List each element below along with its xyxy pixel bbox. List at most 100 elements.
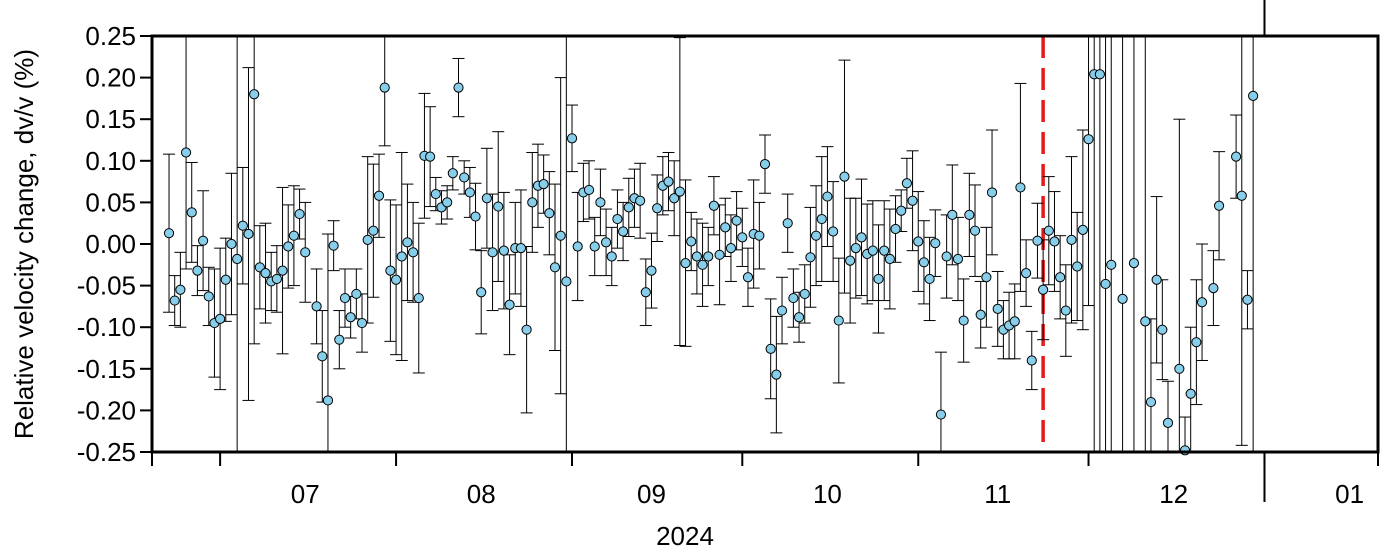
y-tick-label: 0.25 [85, 21, 136, 51]
data-point [442, 197, 453, 208]
data-point [782, 218, 793, 229]
data-point [1157, 324, 1168, 335]
data-point [544, 208, 555, 219]
data-point [1191, 337, 1202, 348]
data-point [203, 291, 214, 302]
data-point [311, 301, 322, 312]
data-point [669, 193, 680, 204]
data-point [243, 228, 254, 240]
data-point [390, 274, 402, 285]
data-point [1043, 225, 1054, 236]
data-point [839, 171, 850, 182]
data-point [300, 247, 311, 258]
data-point [1060, 305, 1071, 316]
data-point [1083, 134, 1094, 145]
y-tick-label: -0.05 [77, 271, 136, 301]
data-point [822, 191, 833, 202]
data-point [481, 193, 492, 204]
errorbar [321, 233, 334, 452]
data-point [714, 249, 725, 260]
data-point [742, 272, 754, 283]
data-point [941, 251, 952, 262]
data-point [1162, 417, 1174, 428]
data-point [476, 287, 487, 298]
data-point [652, 203, 663, 214]
data-point [1117, 293, 1128, 305]
data-point [907, 195, 918, 206]
data-point [453, 82, 464, 93]
data-point [810, 230, 822, 241]
data-point [1208, 282, 1219, 294]
data-point [504, 299, 515, 310]
data-point [1151, 274, 1162, 285]
data-point [294, 208, 305, 220]
data-point [385, 265, 396, 276]
data-point [720, 222, 731, 233]
data-point [873, 273, 884, 285]
data-point [691, 251, 702, 262]
errorbar [1144, 318, 1157, 452]
data-point [277, 265, 288, 276]
data-point [697, 259, 708, 270]
data-point [986, 187, 998, 198]
data-point [1066, 234, 1077, 245]
data-point [271, 273, 282, 285]
data-point [339, 292, 351, 304]
data-point [640, 287, 651, 298]
y-tick-label: -0.15 [77, 354, 136, 384]
data-point [215, 313, 226, 324]
data-point [788, 292, 799, 304]
data-point [1248, 90, 1259, 102]
data-point [1055, 272, 1066, 283]
data-point [1179, 445, 1191, 456]
data-point [464, 187, 475, 198]
data-point [930, 238, 941, 249]
errorbar [1082, 36, 1095, 307]
data-point [379, 82, 390, 93]
data-point [322, 395, 334, 406]
x-tick-label: 10 [813, 479, 842, 509]
data-point [913, 236, 924, 247]
data-point [396, 251, 407, 262]
data-point [725, 243, 737, 254]
data-point [1077, 224, 1088, 235]
y-tick-label: 0.05 [85, 187, 136, 217]
data-point [180, 147, 192, 158]
data-point [1038, 284, 1049, 295]
data-point [1174, 363, 1185, 374]
data-point [680, 258, 691, 269]
data-point [498, 245, 510, 256]
data-point [487, 247, 498, 258]
data-point [1140, 316, 1151, 327]
x-axis: 07 08 09 10 11 12 01 [151, 0, 1379, 509]
y-tick-label: -0.20 [77, 395, 136, 425]
x-tick-label: 12 [1159, 479, 1188, 509]
data-point [283, 241, 294, 252]
data-point [186, 207, 197, 218]
data-point [589, 241, 600, 252]
data-point [1128, 258, 1140, 269]
data-point [623, 202, 634, 213]
data-point [220, 274, 231, 285]
data-point [759, 159, 771, 170]
data-point [1094, 69, 1105, 80]
data-point [237, 220, 248, 231]
data-point [1106, 259, 1117, 270]
data-point [947, 209, 958, 220]
data-point [561, 276, 572, 287]
x-tick-label: 09 [637, 479, 666, 509]
data-point [896, 205, 907, 216]
data-point [935, 409, 947, 420]
data-point [924, 273, 935, 285]
y-tick-label: 0.10 [85, 146, 136, 176]
data-point [754, 230, 765, 241]
data-point [867, 245, 878, 256]
data-point [232, 253, 243, 265]
data-point [964, 209, 975, 220]
data-point [737, 232, 748, 243]
data-point [731, 215, 742, 226]
data-point [1049, 236, 1060, 247]
data-point [674, 186, 685, 197]
data-point [833, 315, 844, 326]
